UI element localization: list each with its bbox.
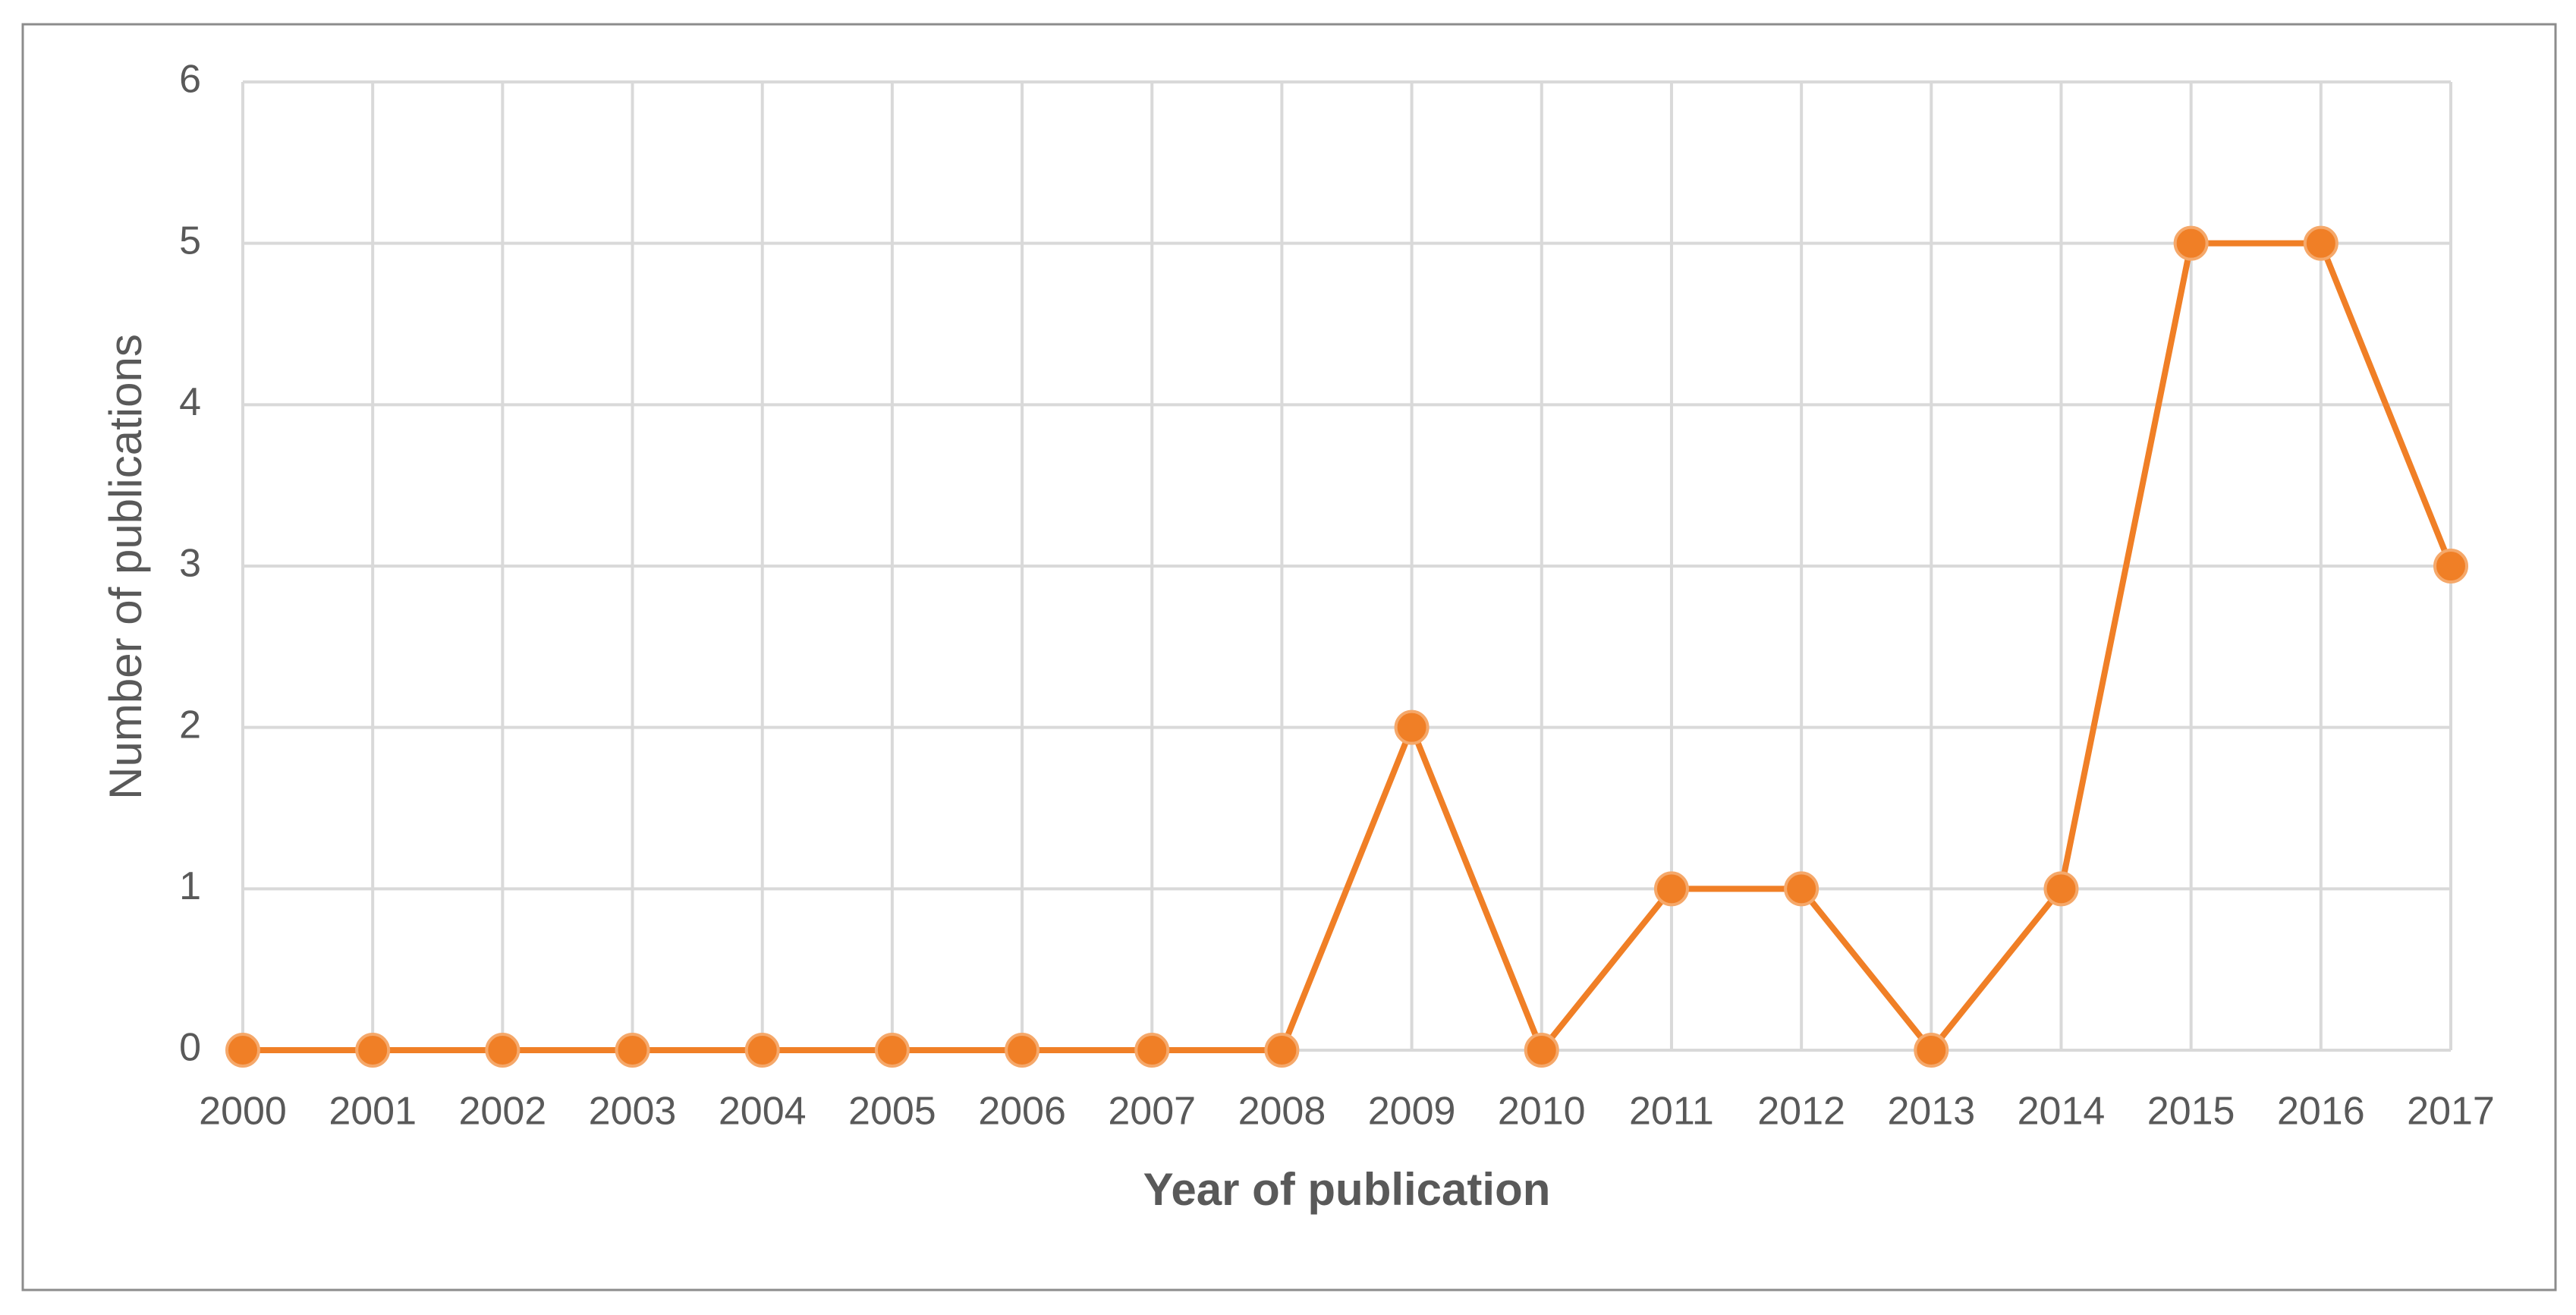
data-point <box>2303 225 2339 261</box>
x-tick-label: 2006 <box>978 1090 1066 1134</box>
x-tick-label: 2000 <box>199 1090 287 1134</box>
x-tick-label: 2005 <box>848 1090 936 1134</box>
data-point <box>1134 1033 1170 1068</box>
data-point <box>2433 549 2468 584</box>
y-tick-label: 3 <box>179 542 201 586</box>
x-tick-label: 2007 <box>1108 1090 1196 1134</box>
y-tick-label: 5 <box>179 219 201 263</box>
data-point <box>744 1033 780 1068</box>
x-tick-label: 2001 <box>329 1090 417 1134</box>
y-axis-title: Number of publications <box>100 334 151 800</box>
x-tick-label: 2004 <box>719 1090 807 1134</box>
x-tick-label: 2010 <box>1498 1090 1586 1134</box>
data-point <box>225 1033 260 1068</box>
data-point <box>1394 709 1430 745</box>
y-tick-label: 2 <box>179 703 201 747</box>
data-point <box>615 1033 650 1068</box>
x-tick-label: 2016 <box>2277 1090 2365 1134</box>
chart-frame <box>21 23 2557 1291</box>
data-point <box>1784 871 1820 907</box>
data-point <box>355 1033 391 1068</box>
data-point <box>485 1033 521 1068</box>
y-tick-label: 6 <box>179 58 201 102</box>
x-axis-title: Year of publication <box>1143 1164 1551 1215</box>
x-tick-label: 2015 <box>2147 1090 2235 1134</box>
x-tick-label: 2002 <box>459 1090 547 1134</box>
y-tick-label: 1 <box>179 864 201 908</box>
data-point <box>2043 871 2079 907</box>
x-tick-label: 2011 <box>1629 1090 1714 1134</box>
data-point <box>1264 1033 1300 1068</box>
y-tick-label: 0 <box>179 1026 201 1070</box>
x-tick-label: 2014 <box>2018 1090 2106 1134</box>
data-line <box>243 240 2454 1053</box>
x-tick-label: 2013 <box>1887 1090 1975 1134</box>
x-tick-label: 2009 <box>1368 1090 1456 1134</box>
data-point <box>1524 1033 1559 1068</box>
y-tick-label: 4 <box>179 380 201 424</box>
x-tick-label: 2003 <box>589 1090 677 1134</box>
x-tick-label: 2017 <box>2407 1090 2495 1134</box>
data-point <box>2173 225 2209 261</box>
data-point <box>874 1033 910 1068</box>
data-point <box>1005 1033 1040 1068</box>
data-point <box>1653 871 1689 907</box>
data-point <box>1914 1033 1949 1068</box>
x-tick-label: 2012 <box>1757 1090 1845 1134</box>
x-tick-label: 2008 <box>1238 1090 1326 1134</box>
